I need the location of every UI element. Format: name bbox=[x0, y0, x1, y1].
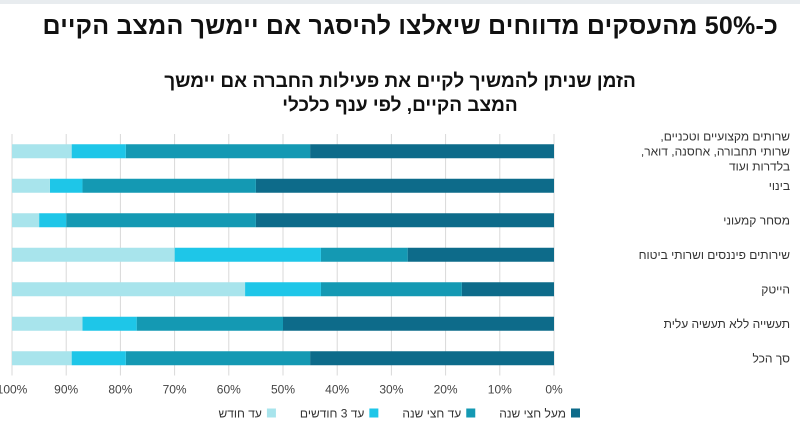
bar-segment bbox=[245, 282, 321, 297]
bar-segment bbox=[82, 316, 137, 331]
legend-swatch bbox=[266, 408, 276, 418]
bar-segment bbox=[461, 282, 554, 297]
category-label: סך הכל bbox=[752, 351, 790, 365]
x-tick-label: 50% bbox=[271, 383, 295, 397]
x-tick-label: 90% bbox=[54, 383, 78, 397]
x-tick-label: 70% bbox=[163, 383, 187, 397]
bar-segment bbox=[255, 178, 554, 193]
bar-segment bbox=[82, 178, 256, 193]
chart-title: הזמן שניתן להמשיך לקיים את פעילות החברה … bbox=[164, 71, 636, 116]
category-label: הייטק bbox=[761, 282, 790, 296]
bar-segment bbox=[283, 316, 554, 331]
bar-segment bbox=[310, 144, 554, 159]
bar-segment bbox=[12, 316, 83, 331]
bar-segment bbox=[174, 247, 321, 262]
legend-swatch bbox=[369, 408, 379, 418]
bar-segment bbox=[66, 213, 256, 228]
bars bbox=[12, 144, 554, 366]
bar-segment bbox=[71, 351, 126, 366]
bar-segment bbox=[136, 316, 283, 331]
bar-segment bbox=[39, 213, 67, 228]
bar-segment bbox=[12, 282, 246, 297]
legend-label: עד חצי שנה bbox=[402, 407, 461, 421]
category-label: מסחר קמעוני bbox=[723, 213, 790, 227]
bar-segment bbox=[12, 178, 50, 193]
legend-swatch bbox=[571, 408, 580, 418]
bar-segment bbox=[310, 351, 554, 366]
x-tick-label: 10% bbox=[488, 383, 512, 397]
category-label: שרותים מקצועיים וטכניים, שרותי תחבורה, אח… bbox=[641, 129, 790, 173]
x-tick-label: 40% bbox=[325, 383, 349, 397]
bar-segment bbox=[320, 282, 462, 297]
bar-segment bbox=[12, 247, 175, 262]
category-label: שירותים פיננסים ושרותי ביטוח bbox=[639, 248, 791, 262]
legend: מעל חצי שנה עד חצי שנה עד 3 חודשים עד חודש bbox=[219, 407, 580, 421]
legend-label: מעל חצי שנה bbox=[499, 407, 566, 421]
bar-segment bbox=[320, 247, 408, 262]
x-tick-label: 30% bbox=[379, 383, 403, 397]
bar-segment bbox=[12, 144, 72, 159]
top-divider-stripe bbox=[0, 0, 800, 4]
page-headline: כ-50% מהעסקים מדווחים שיאלצו להיסגר אם י… bbox=[42, 12, 778, 40]
x-tick-label: 20% bbox=[434, 383, 458, 397]
bar-segment bbox=[255, 213, 554, 228]
bar-segment bbox=[125, 351, 311, 366]
legend-label: עד חודש bbox=[219, 407, 262, 421]
bar-segment bbox=[407, 247, 554, 262]
bar-segment bbox=[71, 144, 126, 159]
category-labels: שרותים מקצועיים וטכניים, שרותי תחבורה, אח… bbox=[639, 129, 791, 365]
x-tick-label: 60% bbox=[217, 383, 241, 397]
x-tick-label: 100% bbox=[0, 383, 28, 397]
category-label: תעשייה ללא תעשיה עלית bbox=[664, 317, 790, 331]
bar-segment bbox=[12, 213, 40, 228]
legend-label: עד 3 חודשים bbox=[300, 407, 364, 421]
bar-segment bbox=[12, 351, 72, 366]
legend-swatch bbox=[466, 408, 476, 418]
bar-segment bbox=[125, 144, 311, 159]
bar-segment bbox=[49, 178, 83, 193]
x-axis-ticks: 0% 10% 20% 30% 40% 50% 60% 70% 80% 90% 100% bbox=[0, 383, 563, 397]
category-label: בינוי bbox=[769, 179, 790, 193]
x-tick-label: 80% bbox=[108, 383, 132, 397]
x-tick-label: 0% bbox=[545, 383, 563, 397]
